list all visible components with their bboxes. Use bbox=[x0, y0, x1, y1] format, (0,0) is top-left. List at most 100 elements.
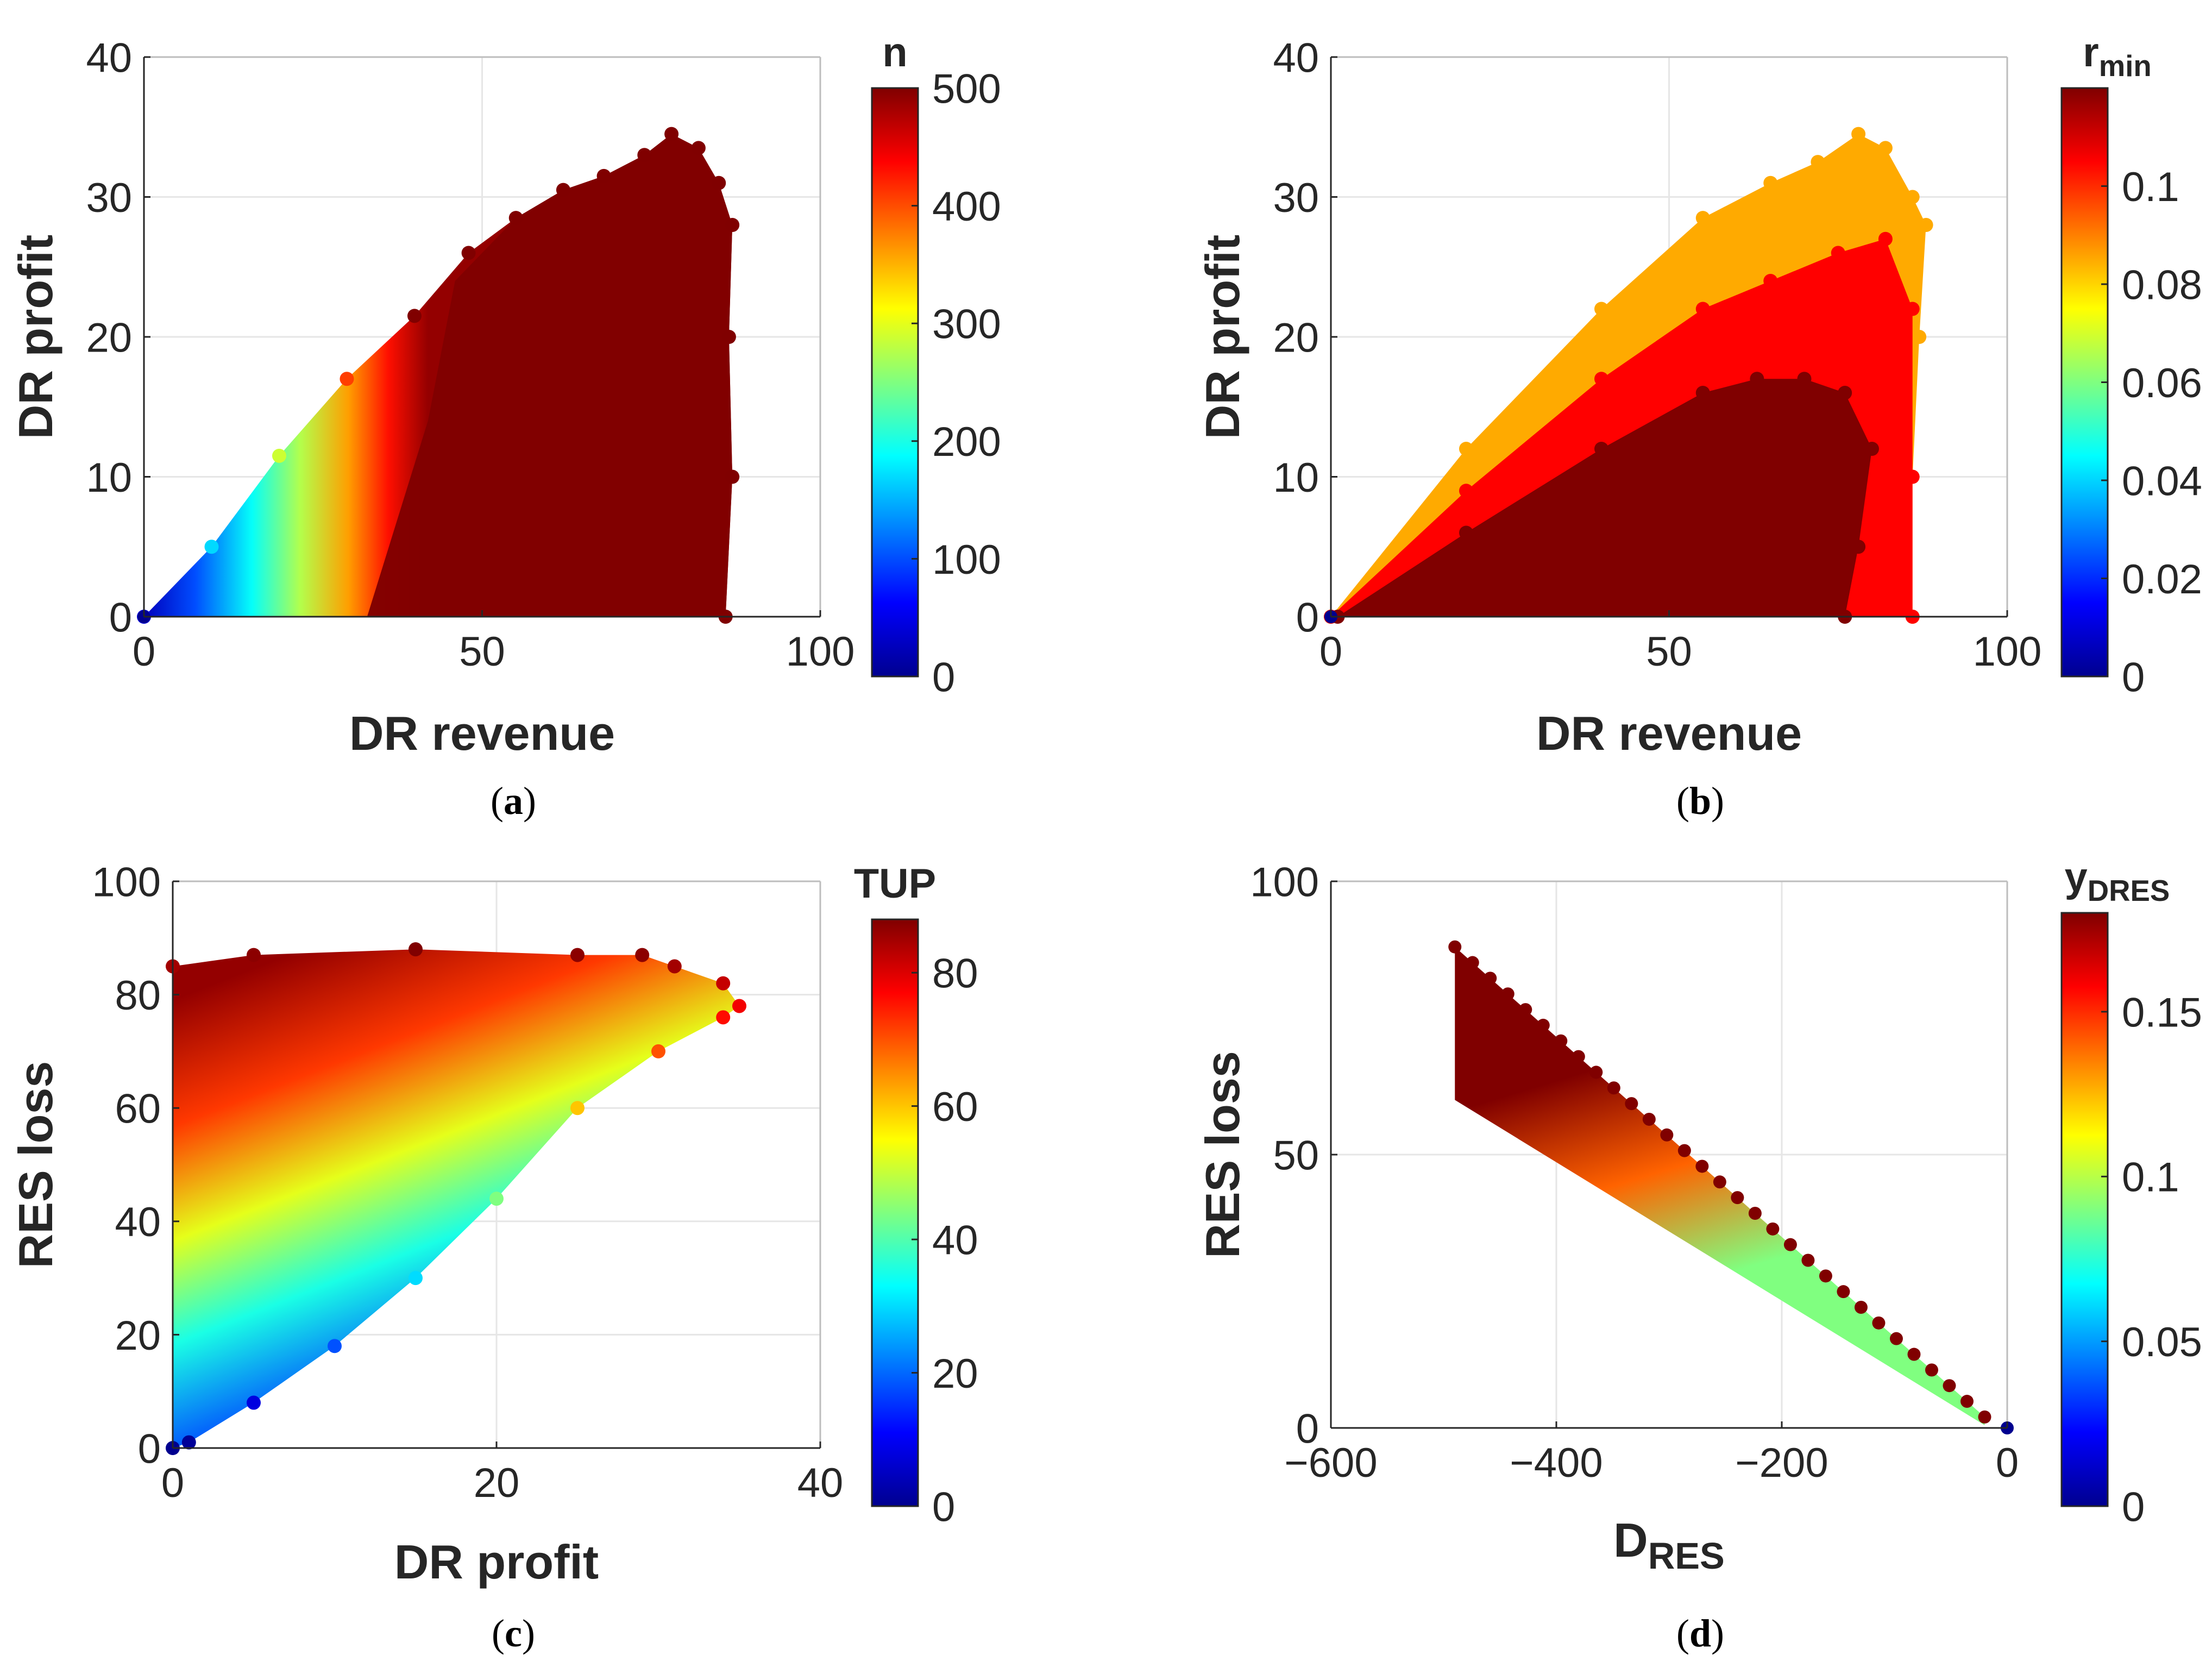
edge-point bbox=[1572, 1050, 1585, 1063]
edge-point bbox=[1960, 1395, 1974, 1408]
x-tick-label: 50 bbox=[459, 629, 505, 675]
colorbar: 0 20 40 60 80 TUP bbox=[854, 861, 978, 1530]
edge-point bbox=[181, 1435, 196, 1450]
edge-point bbox=[556, 183, 570, 197]
colorbar-tick-label: 60 bbox=[932, 1084, 978, 1130]
x-axis-label: DRES bbox=[1613, 1513, 1725, 1577]
edge-point bbox=[1797, 372, 1812, 386]
edge-point bbox=[725, 469, 740, 484]
edge-point bbox=[489, 1192, 504, 1206]
edge-point bbox=[596, 168, 611, 183]
x-axis-label: DR profit bbox=[394, 1535, 599, 1589]
edge-point bbox=[1783, 1238, 1797, 1251]
x-axis-label: DR revenue bbox=[349, 706, 615, 760]
colorbar: 0 100 200 300 400 500 n bbox=[871, 29, 1001, 700]
colorbar-title: n bbox=[882, 29, 907, 76]
colorbar-tick-label: 80 bbox=[932, 951, 978, 997]
edge-point bbox=[651, 1044, 665, 1058]
colorbar: 0 0.05 0.1 0.15 yDRES bbox=[2060, 854, 2202, 1530]
colorbar-tick-label: 0 bbox=[932, 654, 955, 700]
y-tick-label: 100 bbox=[92, 859, 161, 905]
y-tick-label: 50 bbox=[1273, 1132, 1319, 1179]
edge-point bbox=[247, 1395, 261, 1410]
edge-point bbox=[725, 218, 740, 232]
x-tick-label: 100 bbox=[1973, 629, 2042, 675]
edge-point bbox=[409, 1271, 423, 1286]
x-tick-label: −600 bbox=[1284, 1440, 1377, 1486]
edge-point bbox=[1459, 484, 1473, 498]
y-axis-label: DR profit bbox=[1196, 235, 1249, 439]
edge-point bbox=[732, 999, 746, 1013]
edge-point bbox=[1589, 1066, 1603, 1079]
edge-point bbox=[1854, 1301, 1868, 1314]
edge-point bbox=[1519, 1003, 1532, 1017]
x-tick-label: 20 bbox=[474, 1460, 520, 1506]
edge-point bbox=[204, 540, 219, 554]
edge-point bbox=[570, 1101, 585, 1115]
panel-a: 0 50 100 0 10 20 30 40 DR revenue DR profit 0 100 20… bbox=[9, 29, 1001, 823]
colorbar-tick-label: 100 bbox=[932, 537, 1001, 583]
edge-point bbox=[1905, 302, 1920, 316]
edge-point bbox=[1695, 1160, 1709, 1173]
edge-point bbox=[1642, 1112, 1656, 1126]
x-tick-label: 100 bbox=[786, 629, 855, 675]
caption-b: (b) bbox=[1676, 779, 1724, 823]
edge-point bbox=[1607, 1081, 1620, 1095]
edge-point bbox=[1536, 1018, 1550, 1032]
y-tick-label: 40 bbox=[115, 1199, 161, 1245]
colorbar-tick-label: 0.1 bbox=[2122, 164, 2179, 210]
colorbar: 0 0.02 0.04 0.06 0.08 0.1 rmin bbox=[2060, 29, 2202, 700]
x-tick-label: 0 bbox=[1996, 1440, 2019, 1486]
edge-point bbox=[1878, 141, 1893, 155]
y-tick-label: 100 bbox=[1250, 859, 1319, 905]
y-tick-label: 30 bbox=[86, 175, 132, 221]
colorbar-tick-label: 0.05 bbox=[2122, 1319, 2202, 1365]
panel-c: 0 20 40 0 20 40 60 80 100 DR profit RES loss 0 20 40 6… bbox=[9, 859, 978, 1655]
edge-point bbox=[1677, 1144, 1691, 1157]
edge-point bbox=[1978, 1410, 1991, 1424]
edge-point bbox=[1713, 1175, 1726, 1189]
x-tick-label: 50 bbox=[1646, 629, 1692, 675]
colorbar-tick-label: 200 bbox=[932, 419, 1001, 465]
edge-point bbox=[721, 330, 736, 344]
data-points bbox=[1324, 127, 1933, 624]
colorbar-gradient bbox=[871, 87, 919, 678]
edge-point bbox=[1905, 469, 1920, 484]
y-tick-label: 0 bbox=[1296, 1406, 1319, 1452]
colorbar-gradient bbox=[2060, 912, 2109, 1507]
edge-point bbox=[328, 1339, 342, 1353]
y-tick-label: 0 bbox=[109, 594, 132, 641]
edge-point bbox=[1594, 442, 1608, 456]
edge-point bbox=[691, 141, 706, 155]
edge-point bbox=[1695, 386, 1710, 400]
edge-point bbox=[272, 448, 286, 463]
colorbar-tick-label: 0 bbox=[932, 1484, 955, 1530]
edge-point bbox=[1943, 1379, 1956, 1393]
edge-point bbox=[664, 127, 679, 141]
caption-a: (a) bbox=[491, 779, 536, 823]
colorbar-title: TUP bbox=[854, 861, 936, 907]
edge-point bbox=[1501, 987, 1515, 1001]
edge-point bbox=[1919, 218, 1933, 232]
y-tick-label: 40 bbox=[86, 35, 132, 81]
colorbar-title: rmin bbox=[2083, 29, 2151, 83]
colorbar-tick-label: 500 bbox=[932, 66, 1001, 112]
edge-point bbox=[1554, 1034, 1568, 1048]
edge-point bbox=[637, 148, 652, 162]
edge-point bbox=[1801, 1254, 1815, 1267]
colorbar-tick-label: 0.1 bbox=[2122, 1155, 2179, 1201]
colorbar-tick-label: 0.02 bbox=[2122, 556, 2202, 603]
x-tick-label: −200 bbox=[1735, 1440, 1828, 1486]
edge-point bbox=[1763, 274, 1778, 288]
edge-point bbox=[1763, 176, 1778, 190]
y-tick-label: 60 bbox=[115, 1086, 161, 1132]
y-tick-label: 10 bbox=[86, 455, 132, 501]
edge-point bbox=[1905, 190, 1920, 204]
point-cloud-region bbox=[173, 949, 739, 1448]
colorbar-tick-label: 0.08 bbox=[2122, 262, 2202, 308]
edge-point bbox=[712, 176, 726, 190]
edge-point bbox=[1748, 1206, 1762, 1220]
